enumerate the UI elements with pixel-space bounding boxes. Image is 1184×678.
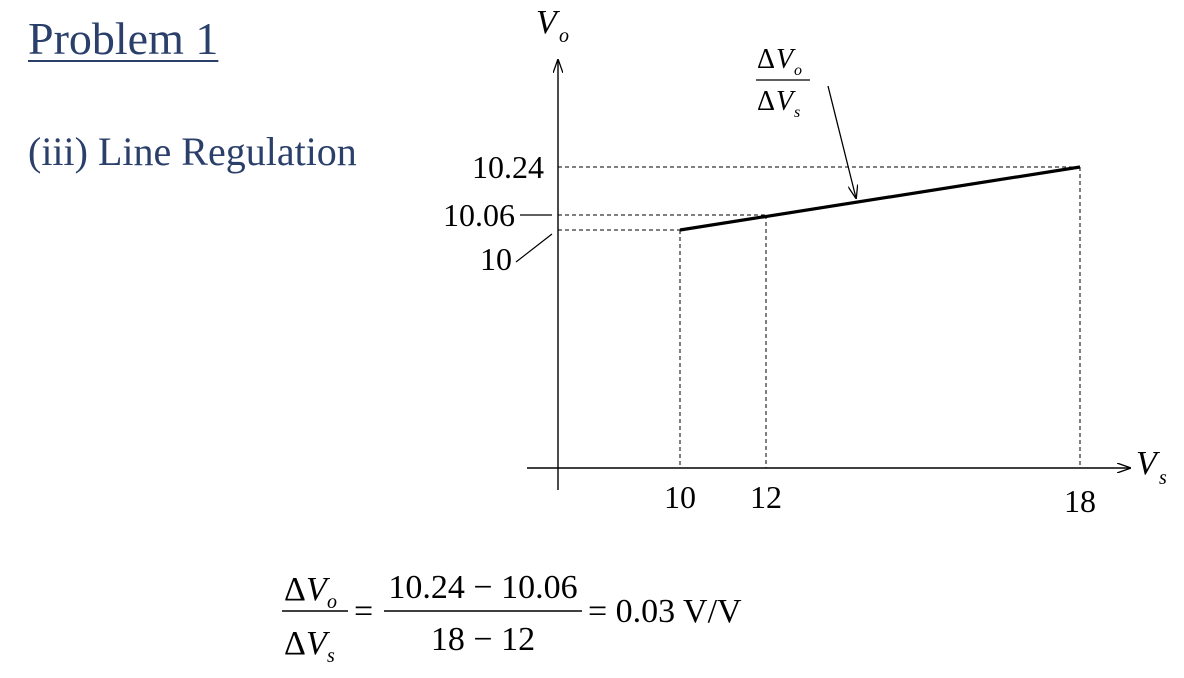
line-regulation-equation: V Δ V o Δ V s = 10.24 − 10.06 18 − 12 = … [282, 569, 742, 667]
y-tick-10: 10 [480, 241, 512, 277]
annotation-numerator-delta: Δ [757, 44, 775, 75]
y-axis-label-sub: o [559, 25, 569, 47]
middle-numerator: 10.24 − 10.06 [388, 569, 577, 606]
slide-subtitle: (iii) Line Regulation [28, 129, 357, 174]
equals-sign: = [354, 593, 373, 630]
annotation-denominator-sub: s [794, 104, 800, 121]
x-tick-12: 12 [750, 479, 782, 515]
slope-annotation: Δ V o Δ V s [756, 44, 856, 198]
middle-denominator: 18 − 12 [431, 621, 535, 658]
y-axis-label: V [536, 4, 561, 41]
annotation-numerator-var: V [776, 44, 796, 75]
x-axis-label: V [1136, 445, 1161, 482]
lhs-numerator-delta-sym: Δ [284, 571, 306, 608]
lhs-denominator-sub: s [327, 645, 335, 667]
annotation-arrow [827, 85, 856, 198]
x-axis-label-sub: s [1159, 467, 1167, 489]
annotation-denominator-var: V [776, 86, 796, 117]
x-tick-10: 10 [664, 479, 696, 515]
annotation-numerator-sub: o [794, 62, 802, 79]
x-tick-18: 18 [1064, 483, 1096, 519]
lhs-numerator-sub: o [327, 591, 337, 613]
y-tick-10-24: 10.24 [472, 149, 544, 185]
equation-result: = 0.03 V/V [588, 593, 742, 630]
annotation-denominator-delta: Δ [757, 86, 775, 117]
characteristic-line [679, 165, 1081, 232]
slide-title: Problem 1 [28, 13, 219, 64]
lhs-denominator-delta: Δ [284, 625, 306, 662]
y-tick-10-06: 10.06 [443, 197, 515, 233]
y-tick-10-leader [515, 233, 553, 263]
